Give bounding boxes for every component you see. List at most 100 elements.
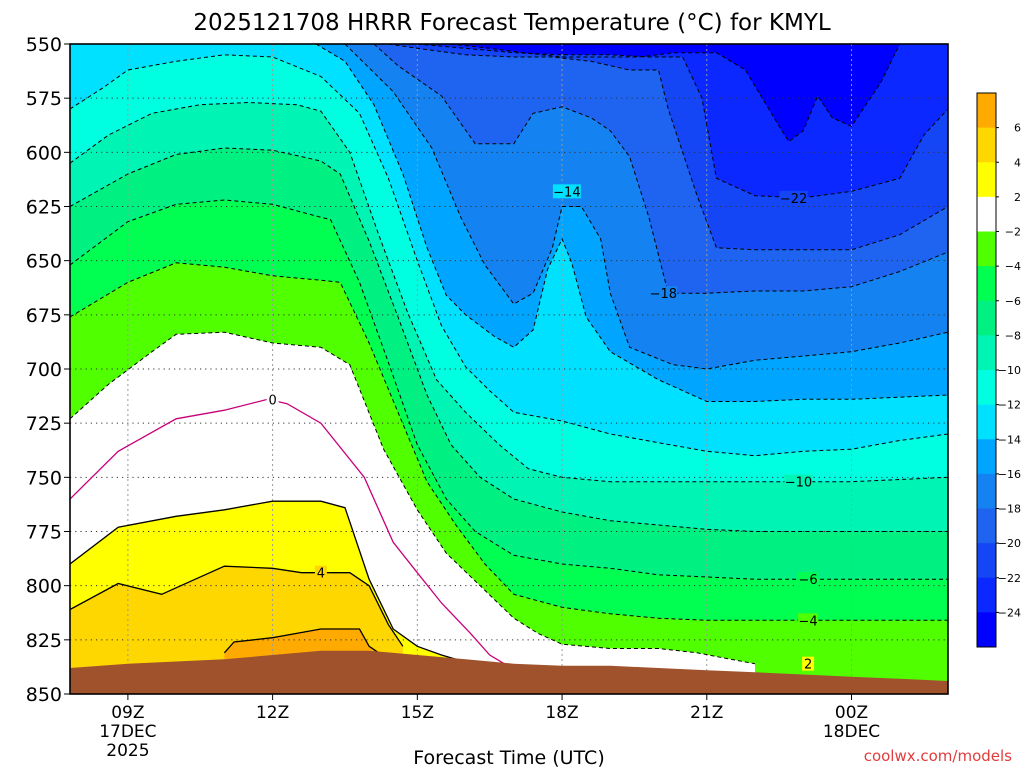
- x-tick-label: 2025: [106, 741, 149, 761]
- colorbar-swatch: [977, 231, 996, 267]
- colorbar-label: −14: [998, 433, 1021, 446]
- isotherm-label-bg: [798, 572, 819, 587]
- isotherm-labels: −22 −18 −14 −10 −6 −4 0 2 4: [266, 184, 819, 673]
- y-tick-label: 725: [26, 413, 62, 435]
- x-tick-label: 00Z: [835, 703, 868, 723]
- isotherm-label-bg: [798, 613, 819, 628]
- y-tick-label: 825: [26, 630, 62, 652]
- isotherm-line: [70, 565, 404, 647]
- grid-lines: [70, 44, 948, 694]
- y-tick-label: 775: [26, 522, 62, 544]
- colorbar-swatch: [977, 370, 996, 406]
- x-tick-label: 12Z: [256, 703, 289, 723]
- colorbar-label: −22: [998, 572, 1021, 585]
- colorbar-label: −10: [998, 364, 1021, 377]
- isotherm-line: [70, 398, 505, 665]
- colorbar-swatch: [977, 577, 996, 613]
- isotherm-line: [70, 262, 948, 621]
- colorbar: 6 4 2 −2 −4 −6 −8 −10 −12 −14 −16 −18 −20 −22 −24: [976, 92, 1021, 648]
- colorbar-swatch: [977, 266, 996, 302]
- isotherm-label: −10: [785, 476, 812, 491]
- isotherm-lines: [70, 44, 948, 665]
- colorbar-label: −20: [998, 537, 1021, 550]
- chart-title: 2025121708 HRRR Forecast Temperature (°C…: [193, 10, 831, 36]
- colorbar-label: −2: [1005, 226, 1021, 239]
- colorbar-swatch: [977, 508, 996, 544]
- isotherm-label-bg: [314, 565, 327, 580]
- colorbar-label: −4: [1005, 260, 1021, 273]
- isotherm-line: [70, 500, 457, 660]
- watermark: coolwx.com/models: [864, 747, 1012, 765]
- isotherm-line: [70, 199, 948, 580]
- isotherm-line: [388, 44, 948, 251]
- isotherm-label-bg: [802, 656, 815, 671]
- isotherm-line: [70, 101, 948, 483]
- y-tick-label: 750: [26, 467, 62, 489]
- isotherm-line: [451, 44, 901, 143]
- colorbar-label: 2: [1014, 191, 1021, 204]
- terrain-fill: [70, 650, 948, 694]
- y-axis: 550 575 600 625 650 675 700 725 750 775 800 825 850: [26, 34, 70, 706]
- isotherm-label-bg: [266, 392, 279, 407]
- isotherm-line: [344, 44, 948, 370]
- isotherm-label-bg: [552, 184, 581, 199]
- isotherm-label: −22: [780, 192, 807, 207]
- y-tick-label: 650: [26, 251, 62, 273]
- colorbar-label: −16: [998, 468, 1021, 481]
- y-tick-label: 550: [26, 34, 62, 56]
- isotherm-line: [223, 628, 380, 654]
- colorbar-swatch: [977, 439, 996, 475]
- colorbar-label: −8: [1005, 329, 1021, 342]
- isotherm-line: [70, 147, 948, 532]
- colorbar-swatch: [977, 473, 996, 509]
- y-tick-label: 850: [26, 684, 62, 706]
- x-axis-title: Forecast Time (UTC): [413, 747, 604, 768]
- colorbar-label: 4: [1014, 156, 1021, 169]
- colorbar-swatch: [977, 162, 996, 198]
- x-tick-label: 18Z: [545, 703, 578, 723]
- isotherm-label: −14: [553, 185, 580, 200]
- isotherm-label: −18: [650, 287, 677, 302]
- y-tick-label: 800: [26, 576, 62, 598]
- isotherm-label: 0: [268, 393, 276, 408]
- colorbar-swatch: [977, 335, 996, 371]
- isotherm-line: [417, 44, 948, 199]
- isotherm-label: 2: [804, 658, 812, 673]
- x-tick-label: 21Z: [690, 703, 723, 723]
- isotherm-line: [70, 331, 756, 665]
- colorbar-label: −12: [998, 399, 1021, 412]
- colorbar-swatch: [977, 543, 996, 579]
- isotherm-line: [315, 44, 948, 402]
- colorbar-label: −18: [998, 503, 1021, 516]
- y-tick-label: 575: [26, 88, 62, 110]
- x-tick-label: 17DEC: [99, 722, 156, 742]
- colorbar-swatch: [977, 404, 996, 440]
- isotherm-label: 4: [317, 567, 325, 582]
- temperature-field: [70, 44, 948, 694]
- isotherm-label: −4: [799, 614, 818, 629]
- colorbar-label: −6: [1005, 295, 1021, 308]
- y-tick-label: 625: [26, 197, 62, 219]
- isotherm-label-bg: [649, 286, 678, 301]
- terrain: [70, 650, 948, 694]
- colorbar-label: 6: [1014, 122, 1021, 135]
- isotherm-line: [373, 44, 948, 294]
- colorbar-swatch: [977, 300, 996, 336]
- colorbar-swatch: [977, 196, 996, 232]
- y-tick-label: 675: [26, 305, 62, 327]
- colorbar-swatch: [977, 127, 996, 163]
- colorbar-swatch: [977, 93, 996, 129]
- y-tick-label: 600: [26, 142, 62, 164]
- isotherm-line: [70, 54, 948, 457]
- x-tick-label: 15Z: [401, 703, 434, 723]
- colorbar-label: −24: [998, 606, 1021, 619]
- x-tick-label: 09Z: [111, 703, 144, 723]
- x-tick-label: 18DEC: [823, 722, 880, 742]
- y-tick-label: 700: [26, 359, 62, 381]
- isotherm-label-bg: [784, 474, 813, 489]
- colorbar-swatch: [977, 612, 996, 648]
- isotherm-label: −6: [799, 573, 818, 588]
- isotherm-label-bg: [779, 190, 808, 205]
